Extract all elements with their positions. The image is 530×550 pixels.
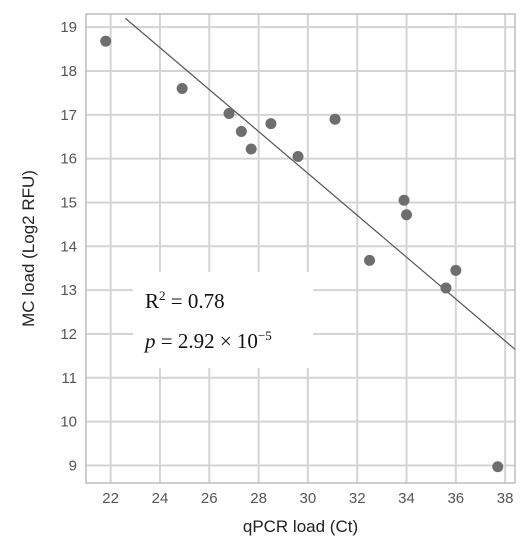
y-tick-label: 11: [61, 370, 77, 387]
x-tick-label: 22: [102, 490, 119, 507]
x-tick-label: 34: [398, 490, 415, 507]
y-tick-label: 14: [60, 238, 77, 255]
data-points: [100, 35, 504, 473]
data-point: [401, 209, 413, 221]
data-point: [329, 113, 341, 125]
y-axis-label: MC load (Log2 RFU): [19, 170, 38, 327]
r-exponent: 2: [159, 288, 166, 303]
grid: [86, 14, 515, 483]
x-tick-label: 28: [250, 490, 267, 507]
data-point: [364, 254, 376, 266]
r-label: R: [145, 289, 160, 313]
p-exponent: −5: [257, 328, 272, 343]
x-tick-label: 32: [349, 490, 366, 507]
data-point: [245, 143, 257, 155]
x-tick-label: 24: [152, 490, 169, 507]
statistics-annotation: R2 = 0.78 p = 2.92 × 10−5: [133, 272, 313, 368]
x-tick-labels: 22 24 26 28 30 32 34 36 38: [102, 490, 513, 507]
y-tick-label: 18: [60, 63, 77, 80]
x-axis-label: qPCR load (Ct): [243, 517, 358, 536]
data-point: [398, 194, 410, 206]
y-tick-labels: 9 10 11 12 13 14 15 16 17 18 19: [60, 19, 77, 474]
r-squared-text: R2 = 0.78: [145, 288, 225, 314]
y-tick-label: 9: [69, 457, 77, 474]
p-value-text: p = 2.92 × 10−5: [145, 328, 272, 354]
y-tick-label: 13: [60, 282, 77, 299]
y-tick-label: 15: [60, 194, 77, 211]
data-point: [450, 264, 462, 276]
x-tick-label: 36: [447, 490, 464, 507]
data-point: [223, 107, 235, 119]
y-tick-label: 19: [60, 19, 77, 36]
x-tick-label: 26: [201, 490, 218, 507]
data-point: [440, 282, 452, 294]
p-value: = 2.92 × 10: [155, 329, 258, 353]
y-tick-label: 10: [60, 414, 77, 431]
trend-line: [125, 17, 516, 350]
plot-frame: [85, 13, 516, 484]
y-tick-label: 16: [60, 151, 77, 168]
data-point: [176, 83, 188, 95]
data-point: [265, 118, 277, 130]
data-point: [292, 150, 304, 162]
data-point: [235, 125, 247, 137]
x-tick-label: 38: [497, 490, 514, 507]
r-squared-value: = 0.78: [165, 289, 225, 313]
p-label: p: [145, 329, 156, 353]
x-tick-label: 30: [300, 490, 317, 507]
data-point: [100, 35, 112, 47]
y-tick-label: 12: [60, 326, 77, 343]
y-tick-label: 17: [60, 107, 77, 124]
data-point: [492, 461, 504, 473]
